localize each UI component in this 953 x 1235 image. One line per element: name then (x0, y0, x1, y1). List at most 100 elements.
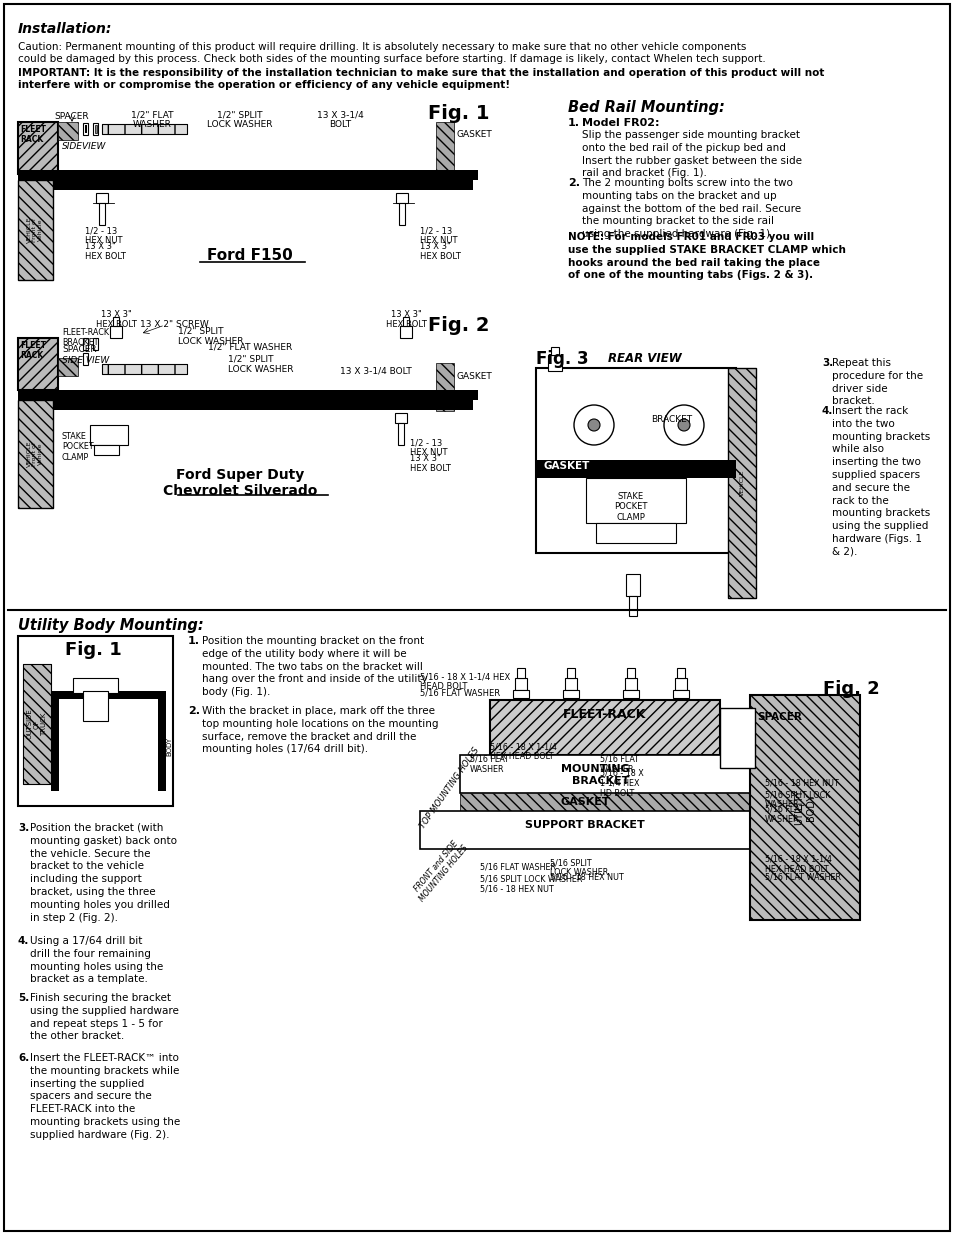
Bar (18, 122, 58, 174)
Bar (459, 755, 749, 793)
Bar (628, 597, 637, 616)
Bar (564, 678, 577, 690)
Text: 5/16 - 18 HEX NUT: 5/16 - 18 HEX NUT (764, 778, 838, 787)
Bar (92, 338, 98, 350)
Bar (90, 425, 128, 445)
Bar (96, 193, 108, 203)
Text: The 2 mounting bolts screw into the two
mounting tabs on the bracket and up
agai: The 2 mounting bolts screw into the two … (581, 178, 801, 240)
Text: VEHICLE: VEHICLE (739, 469, 743, 496)
Bar (720, 708, 754, 768)
Text: 1/2" SPLIT
LOCK WASHER: 1/2" SPLIT LOCK WASHER (207, 110, 273, 130)
Bar (596, 522, 676, 543)
Text: Ford Super Duty
Chevrolet Silverado: Ford Super Duty Chevrolet Silverado (163, 468, 316, 498)
Text: 5/16 - 18 HEX NUT: 5/16 - 18 HEX NUT (479, 884, 553, 893)
Text: STAKE
POCKET
CLAMP: STAKE POCKET CLAMP (614, 492, 647, 522)
Text: 13 X 3"
HEX BOLT: 13 X 3" HEX BOLT (419, 242, 460, 262)
Text: FLEET
RACK: FLEET RACK (20, 125, 46, 144)
Text: 4.: 4. (18, 936, 30, 946)
Bar (83, 124, 88, 135)
Bar (102, 124, 187, 135)
Text: UTILITY
BODY: UTILITY BODY (793, 789, 815, 825)
Text: Caution: Permanent mounting of this product will require drilling. It is absolut: Caution: Permanent mounting of this prod… (18, 42, 745, 52)
Text: FLEET-RACK: FLEET-RACK (562, 708, 646, 721)
Text: 3.: 3. (821, 358, 832, 368)
Text: GASKET: GASKET (456, 130, 493, 140)
Bar (515, 678, 526, 690)
Text: 1/2" FLAT
WASHER: 1/2" FLAT WASHER (131, 110, 173, 130)
Bar (85, 125, 87, 133)
Bar (53, 400, 473, 410)
Bar (99, 203, 105, 225)
Bar (551, 347, 558, 354)
Text: Fig. 1: Fig. 1 (65, 641, 121, 659)
Bar (749, 695, 859, 920)
Bar (749, 695, 859, 920)
Text: 1.: 1. (188, 636, 200, 646)
Text: SPACER: SPACER (757, 713, 801, 722)
Text: Position the bracket (with
mounting gasket) back onto
the vehicle. Secure the
br: Position the bracket (with mounting gask… (30, 823, 177, 923)
Text: Position the mounting bracket on the front
edge of the utility body where it wil: Position the mounting bracket on the fro… (202, 636, 427, 698)
Bar (517, 668, 524, 678)
Bar (624, 678, 637, 690)
Circle shape (587, 419, 599, 431)
Bar (562, 690, 578, 698)
Text: 5.: 5. (18, 993, 30, 1003)
Text: 2.: 2. (567, 178, 579, 188)
Bar (18, 636, 172, 806)
Bar (18, 390, 477, 400)
Text: Fig. 1: Fig. 1 (428, 104, 490, 124)
Text: 1/2 - 13
HEX NUT: 1/2 - 13 HEX NUT (85, 226, 122, 246)
Bar (490, 700, 720, 755)
Text: SPACER: SPACER (62, 345, 96, 354)
Bar (102, 364, 187, 374)
Text: BRACKET: BRACKET (650, 415, 691, 424)
Text: FLEET
RACK: FLEET RACK (20, 341, 46, 361)
Text: 1/2" SPLIT
LOCK WASHER: 1/2" SPLIT LOCK WASHER (228, 354, 294, 374)
Bar (83, 338, 88, 350)
Bar (112, 317, 119, 326)
Text: Insert the FLEET-RACK™ into
the mounting brackets while
inserting the supplied
s: Insert the FLEET-RACK™ into the mounting… (30, 1053, 180, 1140)
Text: 5/16 FLAT
WASHER: 5/16 FLAT WASHER (764, 805, 803, 825)
Text: Installation:: Installation: (18, 22, 112, 36)
Text: FRONT and SIDE
MOUNTING HOLES: FRONT and SIDE MOUNTING HOLES (410, 837, 470, 903)
Text: Model FR02:: Model FR02: (581, 119, 659, 128)
Bar (51, 692, 166, 699)
Text: 5/16 FLAT
WASHER: 5/16 FLAT WASHER (470, 755, 509, 774)
Bar (23, 664, 51, 784)
Text: REAR VIEW: REAR VIEW (607, 352, 681, 366)
Text: 1/2 - 13
HEX NUT: 1/2 - 13 HEX NUT (419, 226, 457, 246)
Bar (158, 692, 166, 790)
Bar (83, 353, 88, 366)
Bar (53, 180, 473, 190)
Text: 5/16 - 18 HEX NUT: 5/16 - 18 HEX NUT (550, 872, 623, 881)
Bar (23, 664, 51, 784)
Bar (399, 326, 412, 338)
Bar (95, 125, 97, 133)
Bar (677, 668, 684, 678)
Bar (536, 459, 735, 478)
Bar (92, 124, 98, 135)
Bar (94, 445, 119, 454)
Bar (18, 170, 477, 180)
Bar (102, 124, 187, 135)
Text: VEHICLE
Front of
Vehicle: VEHICLE Front of Vehicle (27, 441, 43, 467)
Bar (397, 424, 403, 445)
Text: 1/2 - 13
HEX NUT: 1/2 - 13 HEX NUT (410, 438, 447, 457)
Bar (18, 338, 58, 390)
Text: 13 X 3"
HEX BOLT: 13 X 3" HEX BOLT (410, 454, 451, 473)
Text: 5/16 - 18 X 1-1/4
HEX HEAD BOLT: 5/16 - 18 X 1-1/4 HEX HEAD BOLT (764, 855, 831, 874)
Bar (625, 574, 639, 597)
Bar (398, 203, 405, 225)
Bar (18, 338, 58, 390)
Bar (395, 412, 407, 424)
Bar (436, 363, 454, 411)
Text: 5/16 - 18 X 1-1/4 HEX
HEAD BOLT: 5/16 - 18 X 1-1/4 HEX HEAD BOLT (419, 672, 510, 692)
Text: could be damaged by this process. Check both sides of the mounting surface befor: could be damaged by this process. Check … (18, 54, 765, 64)
Bar (459, 793, 749, 811)
Text: interfere with or compromise the operation or efficiency of any vehicle equipmen: interfere with or compromise the operati… (18, 80, 510, 90)
Text: 5/16 FLAT WASHER: 5/16 FLAT WASHER (479, 862, 556, 871)
Text: STAKE
POCKET
CLAMP: STAKE POCKET CLAMP (62, 432, 93, 462)
Bar (102, 364, 187, 374)
Bar (419, 811, 754, 848)
Bar (490, 700, 720, 755)
